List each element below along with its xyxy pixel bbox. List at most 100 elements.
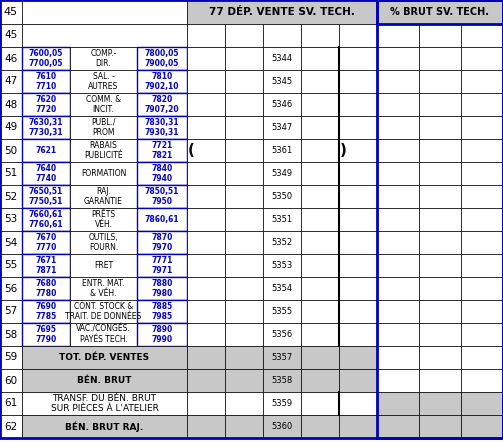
Bar <box>263 346 301 369</box>
Bar <box>263 369 301 392</box>
Bar <box>70 185 137 208</box>
Bar <box>461 346 503 369</box>
Bar <box>225 254 263 277</box>
Bar <box>377 70 419 93</box>
Bar <box>137 277 187 300</box>
Bar <box>461 369 503 392</box>
Bar <box>301 47 339 70</box>
Bar <box>419 300 461 323</box>
Bar <box>70 93 137 116</box>
Bar <box>0 93 22 116</box>
Bar <box>187 415 225 438</box>
Bar <box>0 116 22 139</box>
Text: 54: 54 <box>5 237 18 248</box>
Text: 58: 58 <box>5 329 18 339</box>
Bar <box>339 231 377 254</box>
Bar <box>263 185 301 208</box>
Bar <box>225 47 263 70</box>
Text: 49: 49 <box>5 122 18 133</box>
Bar <box>187 0 377 24</box>
Bar <box>301 162 339 185</box>
Bar <box>0 162 22 185</box>
Bar <box>187 185 225 208</box>
Bar <box>377 162 419 185</box>
Bar <box>339 277 377 300</box>
Bar <box>263 162 301 185</box>
Text: OUTILS,
FOURN.: OUTILS, FOURN. <box>89 233 118 252</box>
Bar <box>301 93 339 116</box>
Text: 7810
7902,10: 7810 7902,10 <box>145 72 179 91</box>
Bar <box>187 323 225 346</box>
Bar <box>301 300 339 323</box>
Text: 52: 52 <box>5 191 18 202</box>
Bar <box>263 70 301 93</box>
Text: COMM. &
INCIT.: COMM. & INCIT. <box>86 95 121 114</box>
Text: 5349: 5349 <box>272 169 293 178</box>
Text: 7620
7720: 7620 7720 <box>35 95 57 114</box>
Bar <box>187 24 225 47</box>
Bar <box>461 231 503 254</box>
Bar <box>187 47 225 70</box>
Bar <box>301 208 339 231</box>
Bar <box>137 300 187 323</box>
Bar <box>22 415 187 438</box>
Bar <box>0 24 22 47</box>
Text: 7771
7971: 7771 7971 <box>151 256 173 275</box>
Bar <box>137 254 187 277</box>
Text: 7630,31
7730,31: 7630,31 7730,31 <box>29 118 63 137</box>
Text: FRET: FRET <box>94 261 113 270</box>
Bar <box>377 254 419 277</box>
Text: 48: 48 <box>5 99 18 110</box>
Bar <box>377 185 419 208</box>
Bar <box>263 208 301 231</box>
Bar <box>461 139 503 162</box>
Bar <box>339 139 377 162</box>
Bar <box>377 277 419 300</box>
Text: SAL. -
AUTRES: SAL. - AUTRES <box>89 72 119 91</box>
Bar <box>137 323 187 346</box>
Bar <box>301 139 339 162</box>
Text: 77 DÉP. VENTE SV. TECH.: 77 DÉP. VENTE SV. TECH. <box>209 7 355 17</box>
Bar <box>263 139 301 162</box>
Bar <box>187 116 225 139</box>
Bar <box>187 254 225 277</box>
Bar <box>377 415 419 438</box>
Bar <box>225 208 263 231</box>
Bar <box>419 277 461 300</box>
Bar <box>419 93 461 116</box>
Bar <box>263 277 301 300</box>
Text: COMP.-
DIR.: COMP.- DIR. <box>91 49 117 68</box>
Text: 7621: 7621 <box>35 146 56 155</box>
Bar <box>70 323 137 346</box>
Bar <box>419 415 461 438</box>
Bar <box>461 208 503 231</box>
Bar <box>137 47 187 70</box>
Bar <box>225 139 263 162</box>
Bar <box>70 116 137 139</box>
Text: 7870
7970: 7870 7970 <box>151 233 173 252</box>
Bar <box>339 24 377 47</box>
Bar <box>137 70 187 93</box>
Text: 5360: 5360 <box>272 422 293 431</box>
Bar <box>225 70 263 93</box>
Bar <box>22 208 70 231</box>
Bar <box>339 47 377 70</box>
Text: 55: 55 <box>5 260 18 271</box>
Bar <box>22 231 70 254</box>
Text: 5352: 5352 <box>272 238 293 247</box>
Bar <box>187 231 225 254</box>
Bar <box>377 369 419 392</box>
Bar <box>419 47 461 70</box>
Text: 7860,61: 7860,61 <box>145 215 179 224</box>
Text: 5361: 5361 <box>272 146 293 155</box>
Bar <box>70 208 137 231</box>
Bar <box>377 93 419 116</box>
Bar <box>263 392 301 415</box>
Bar <box>339 162 377 185</box>
Text: 5347: 5347 <box>272 123 293 132</box>
Bar <box>187 208 225 231</box>
Bar <box>263 254 301 277</box>
Bar <box>22 24 187 47</box>
Bar <box>263 47 301 70</box>
Bar <box>137 208 187 231</box>
